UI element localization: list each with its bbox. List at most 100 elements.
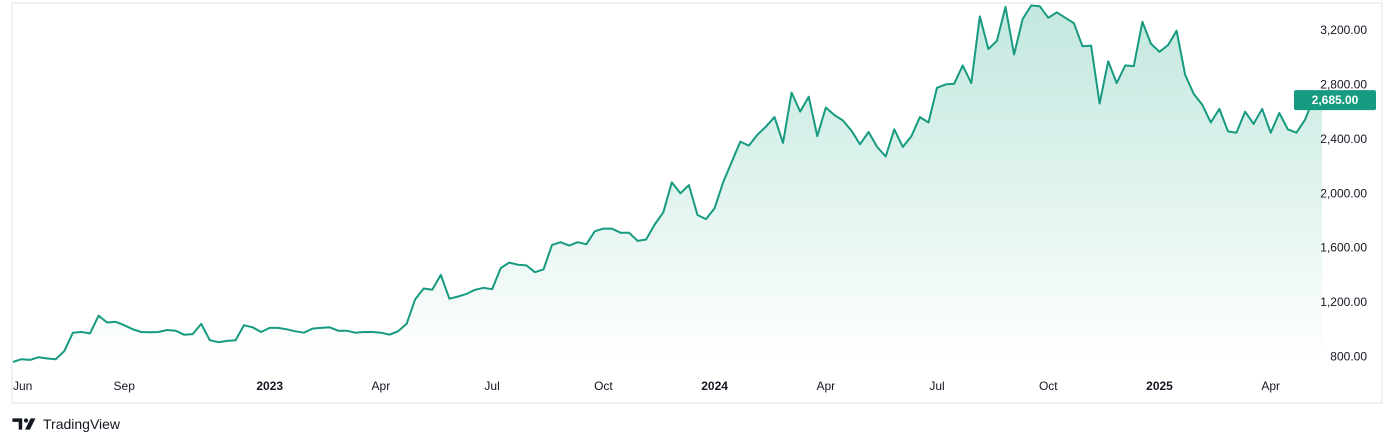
data-point	[1004, 5, 1008, 9]
x-tick-label: 2024	[701, 379, 728, 393]
data-point	[542, 267, 546, 271]
data-point	[713, 206, 717, 210]
data-point	[1226, 129, 1230, 133]
data-point	[251, 325, 255, 329]
data-point	[636, 239, 640, 243]
data-point	[1132, 64, 1136, 68]
brand-name: TradingView	[43, 416, 121, 432]
data-point	[234, 338, 238, 342]
x-tick-label: Sep	[114, 379, 136, 393]
data-point	[139, 330, 143, 334]
data-point	[815, 134, 819, 138]
y-tick-label: 2,000.00	[1320, 186, 1367, 200]
data-point	[396, 329, 400, 333]
data-point	[781, 141, 785, 145]
data-point	[216, 340, 220, 344]
data-point	[601, 227, 605, 231]
data-point	[1098, 102, 1102, 106]
data-point	[824, 106, 828, 110]
data-point	[11, 360, 15, 364]
data-point	[370, 330, 374, 334]
data-point	[105, 321, 109, 325]
data-point	[576, 240, 580, 244]
data-point	[533, 270, 537, 274]
data-point	[28, 358, 32, 362]
data-point	[88, 331, 92, 335]
data-point	[430, 288, 434, 292]
data-point	[978, 14, 982, 18]
data-point	[1286, 127, 1290, 131]
data-point	[892, 127, 896, 131]
data-point	[909, 134, 913, 138]
data-point	[54, 357, 58, 361]
data-point	[148, 330, 152, 334]
data-point	[276, 326, 280, 330]
time-axis[interactable]: Jun Sep 2023 Apr Jul Oct 2024 Apr Jul Oct 2025 Apr	[13, 379, 1280, 393]
data-point	[174, 329, 178, 333]
data-point	[644, 238, 648, 242]
data-point	[413, 297, 417, 301]
data-point	[773, 115, 777, 119]
data-point	[1029, 4, 1033, 8]
data-point	[1081, 44, 1085, 48]
data-point	[1209, 121, 1213, 125]
data-point	[122, 323, 126, 327]
data-point	[1149, 42, 1153, 46]
data-point	[850, 129, 854, 133]
data-point	[790, 91, 794, 95]
data-point	[661, 210, 665, 214]
data-point	[969, 81, 973, 85]
data-point	[1260, 107, 1264, 111]
data-point	[165, 328, 169, 332]
data-point	[259, 330, 263, 334]
data-point	[884, 155, 888, 159]
data-point	[524, 263, 528, 267]
data-point	[1243, 110, 1247, 114]
data-point	[867, 130, 871, 134]
y-tick-label: 800.00	[1330, 350, 1367, 364]
data-point	[1294, 131, 1298, 135]
y-tick-label: 3,200.00	[1320, 23, 1367, 37]
data-point	[1115, 81, 1119, 85]
data-point	[755, 133, 759, 137]
data-point	[1072, 21, 1076, 25]
price-axis[interactable]: 800.00 1,200.00 1,600.00 2,000.00 2,400.00 2,…	[1320, 23, 1367, 364]
data-point	[1021, 17, 1025, 21]
data-point	[379, 331, 383, 335]
chart-border	[11, 2, 1383, 404]
data-point	[336, 329, 340, 333]
data-point	[225, 339, 229, 343]
data-point	[242, 323, 246, 327]
data-point	[1158, 50, 1162, 54]
data-point	[738, 140, 742, 144]
data-point	[191, 332, 195, 336]
data-point	[1038, 4, 1042, 8]
data-point	[1252, 122, 1256, 126]
data-point	[995, 39, 999, 43]
data-point	[1166, 43, 1170, 47]
last-price-badge	[1294, 90, 1376, 111]
data-point	[986, 47, 990, 51]
brand[interactable]: TradingView	[12, 416, 120, 432]
data-point	[798, 110, 802, 114]
data-point	[507, 261, 511, 265]
data-point	[696, 213, 700, 217]
data-point	[610, 227, 614, 231]
data-point	[268, 326, 272, 330]
data-point	[619, 231, 623, 235]
data-point	[550, 243, 554, 247]
data-point	[670, 180, 674, 184]
data-point	[62, 349, 66, 353]
data-point	[687, 183, 691, 187]
chart-svg[interactable]: 800.00 1,200.00 1,600.00 2,000.00 2,400.00 2,…	[0, 0, 1394, 410]
data-point	[439, 273, 443, 277]
data-point	[1123, 63, 1127, 67]
plot-area[interactable]	[11, 4, 1324, 364]
data-point	[584, 242, 588, 246]
data-point	[302, 331, 306, 335]
data-point	[593, 229, 597, 233]
data-point	[285, 327, 289, 331]
data-point	[1303, 118, 1307, 122]
data-point	[901, 145, 905, 149]
data-point	[405, 322, 409, 326]
